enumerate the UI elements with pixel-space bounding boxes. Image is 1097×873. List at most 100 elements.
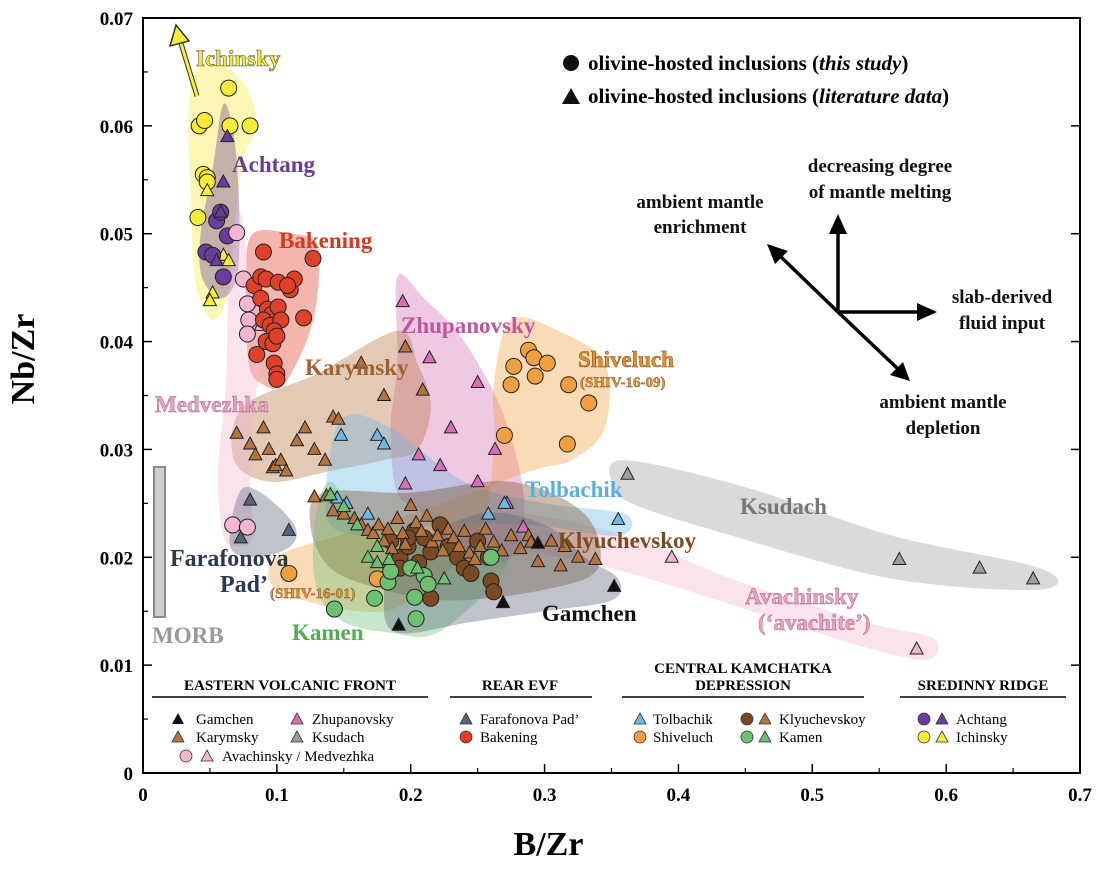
label-shiveluch-sub: (SHIV-16-09)	[580, 375, 666, 391]
point-karymsky-triangle	[242, 435, 258, 450]
label-farafonova-2: Pad’	[220, 572, 268, 598]
point-klyuchevskoy-triangle	[430, 527, 445, 542]
point-zhupanovsky-triangle	[411, 446, 427, 461]
point-ichinsky-circle	[241, 117, 259, 135]
field-zhupanovsky	[390, 273, 525, 564]
point-tolbachik-triangle	[376, 435, 392, 450]
point-ksudach-triangle	[620, 466, 635, 480]
label-zhupanovsky: Zhupanovsky	[401, 313, 536, 338]
point-tolbachik-triangle	[497, 495, 512, 509]
label-melting-1: decreasing degree	[808, 156, 952, 177]
point-avachinsky-medvezhka-circle	[238, 518, 256, 536]
point-gamchen-triangle	[606, 578, 622, 592]
point-klyuchevskoy-triangle	[380, 521, 396, 535]
point-zhupanovsky-triangle	[515, 519, 531, 533]
label-fluid-2: fluid input	[959, 313, 1046, 334]
point-klyuchevskoy-triangle	[389, 510, 405, 524]
point-ichinsky-triangle	[202, 292, 218, 307]
point-karymsky-triangle	[331, 411, 346, 425]
point-tolbachik-triangle	[610, 511, 626, 526]
point-zhupanovsky-triangle	[395, 293, 411, 308]
x-axis-title: B/Zr	[513, 826, 584, 863]
point-bakening-circle	[268, 370, 286, 388]
legend-group-ckd-2: DEPRESSION	[695, 678, 791, 694]
point-farafonova-pad-triangle	[233, 529, 249, 544]
point-karymsky-triangle	[278, 462, 294, 477]
y-axis-title-text: Nb/Zr	[5, 313, 42, 405]
field-avachinsky	[505, 513, 939, 660]
legend-label-bakening: Bakening	[480, 730, 538, 746]
point-shiveluch-circle	[558, 435, 576, 453]
point-tolbachik-triangle	[360, 506, 376, 520]
point-avachinsky-medvezhka-circle	[228, 224, 246, 242]
point-klyuchevskoy-triangle	[543, 533, 559, 547]
label-tolbachik: Tolbachik	[525, 477, 623, 502]
point-gamchen-triangle	[530, 535, 546, 549]
x-tick-label: 0.4	[667, 785, 691, 806]
point-klyuchevskoy-triangle	[513, 540, 528, 555]
point-karymsky-triangle	[306, 441, 322, 455]
y-tick-label: 0.03	[100, 440, 133, 461]
point-karymsky-triangle	[273, 452, 289, 466]
legend-label-achtang: Achtang	[956, 712, 1007, 728]
label-avachite: (‘avachite’)	[758, 610, 870, 635]
point-zhupanovsky-triangle	[432, 457, 448, 472]
legend-marker-shiveluch	[633, 730, 647, 744]
point-kamen-triangle	[349, 516, 365, 531]
legend-marker-tolbachik	[633, 712, 647, 725]
point-karymsky-triangle	[376, 387, 392, 401]
y-axis-ticks: 0 0.01 0.02 0.03 0.04 0.05 0.06 0.07	[100, 9, 1080, 785]
point-klyuchevskoy-circle	[485, 583, 503, 601]
point-klyuchevskoy-triangle	[435, 542, 451, 557]
point-zhupanovsky-triangle	[470, 473, 485, 488]
point-kamen-circle	[407, 610, 425, 628]
legend-label-klyuchevskoy: Klyuchevskoy	[779, 712, 866, 728]
legend-marker-ichinsky-circle	[917, 730, 931, 744]
arrowhead-enrichment	[767, 244, 788, 264]
point-shiveluch-circle	[505, 357, 523, 375]
point-karymsky-triangle	[297, 419, 313, 434]
y-tick-label: 0	[124, 764, 134, 785]
legend-marker-karymsky	[171, 730, 185, 743]
legend-marker-avach-triangle	[200, 749, 214, 762]
point-kamen-circle	[406, 588, 424, 606]
point-klyuchevskoy-triangle	[403, 497, 419, 512]
label-farafonova-1: Farafonova	[170, 546, 289, 572]
point-klyuchevskoy-circle	[422, 589, 440, 607]
legend-group-rear: REAR EVF	[482, 678, 558, 694]
point-klyuchevskoy-triangle	[456, 523, 472, 537]
point-ichinsky-circle	[189, 209, 207, 227]
legend-label-gamchen: Gamchen	[196, 712, 254, 728]
point-zhupanovsky-triangle	[398, 475, 413, 490]
label-enrichment-2: enrichment	[654, 217, 748, 238]
label-klyuchevskoy: Klyuchevskoy	[558, 528, 697, 553]
point-avachinsky-medvezhka-triangle	[664, 549, 680, 563]
x-axis-ticks: 0 0.1 0.2 0.3 0.4 0.5 0.6 0.7	[138, 764, 1092, 806]
legend-marker-klyuchevskoy-triangle	[758, 712, 772, 725]
point-gamchen-triangle	[391, 617, 407, 631]
point-bakening-circle	[254, 243, 272, 261]
point-klyuchevskoy-circle	[462, 564, 480, 582]
legend-label-ichinsky: Ichinsky	[956, 730, 1008, 746]
point-bakening-circle	[268, 327, 286, 345]
point-kamen-triangle	[369, 538, 385, 552]
label-avachinsky: Avachinsky	[745, 584, 859, 609]
legend-label-karymsky: Karymsky	[196, 730, 259, 746]
label-ichinsky: Ichinsky	[196, 46, 281, 71]
point-karymsky-triangle	[415, 382, 431, 396]
point-bakening-circle	[295, 309, 313, 327]
point-farafonova-pad-triangle	[281, 522, 297, 536]
legend-label-avach-medv: Avachinsky / Medvezhka	[222, 749, 375, 765]
label-shiveluch: Shiveluch	[578, 347, 674, 372]
legend-label-farafonova: Farafonova Pad’	[480, 712, 580, 728]
legend-label-tolbachik: Tolbachik	[653, 712, 713, 728]
legend-circle-text: olivine-hosted inclusions (this study)	[588, 51, 908, 75]
point-klyuchevskoy-triangle	[467, 551, 483, 565]
point-avachinsky-medvezhka-circle	[240, 311, 258, 329]
point-karymsky-triangle	[229, 425, 245, 439]
legend-marker-bakening	[459, 730, 473, 744]
point-shiveluch-circle	[280, 564, 298, 582]
arrowhead-depletion	[890, 362, 910, 381]
point-karymsky-triangle	[248, 446, 263, 461]
